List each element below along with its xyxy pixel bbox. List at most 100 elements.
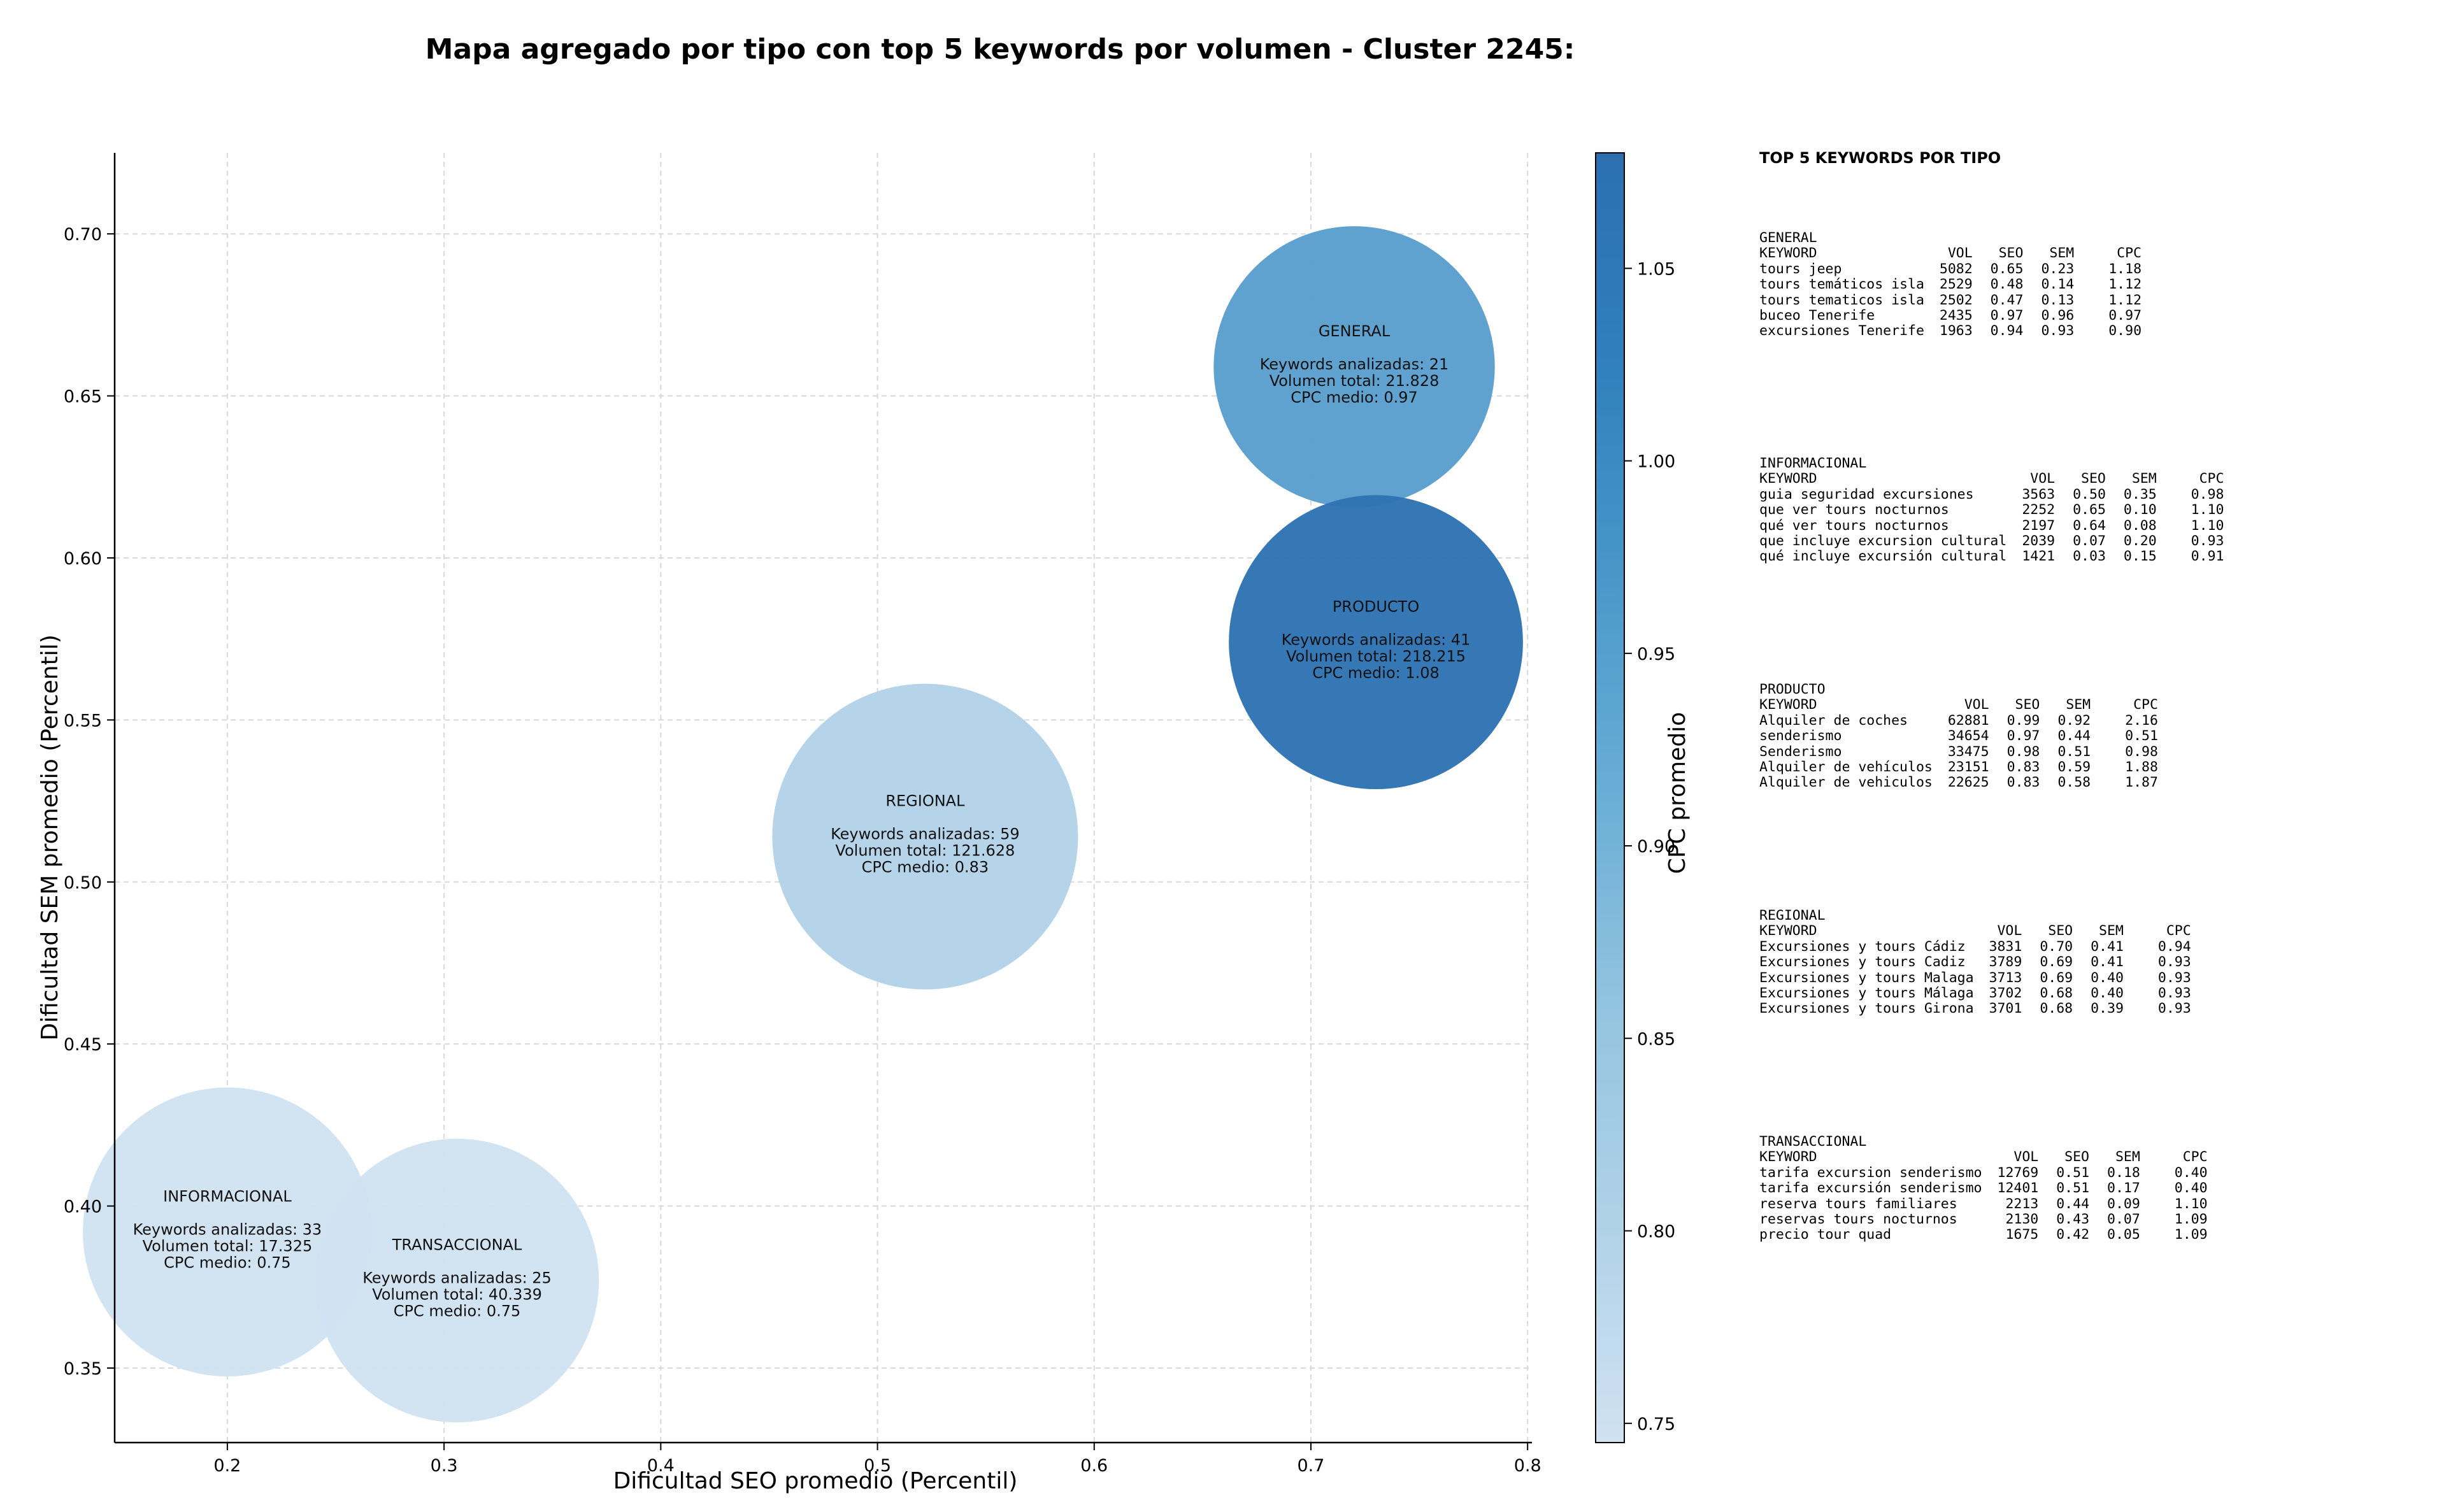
table-cell: 0.43 <box>2056 1211 2090 1228</box>
bubble-type-label: REGIONAL <box>885 792 965 810</box>
table-cell: 0.92 <box>2057 712 2091 729</box>
table-row: tours temáticos isla 2529 0.48 0.14 1.12 <box>1759 276 2142 293</box>
table-cell: 0.90 <box>2108 323 2142 339</box>
table-row: qué ver tours nocturnos 2197 0.64 0.08 1.10 <box>1759 518 2224 534</box>
bubble-circle[interactable] <box>772 683 1078 990</box>
colorbar-gradient <box>1595 152 1625 1443</box>
table-cell: 0.94 <box>1990 323 2024 339</box>
table-row: Excursiones y tours Malaga 3713 0.69 0.40 0.… <box>1759 969 2191 986</box>
table-cell: 3789 <box>1989 954 2022 971</box>
table-cell: Excursiones y tours Girona <box>1759 1001 1974 1017</box>
colorbar-tick-label: 0.80 <box>1637 1222 1675 1242</box>
table-cell: 1.09 <box>2174 1227 2208 1243</box>
table-cell: 2252 <box>2022 502 2056 518</box>
table-cell: 0.83 <box>2006 774 2040 791</box>
table-cell: 1675 <box>2005 1227 2039 1243</box>
column-header: VOL <box>1964 697 1989 713</box>
column-header: SEM <box>2049 245 2075 262</box>
table-cell: 0.58 <box>2057 774 2091 791</box>
table-row: reservas tours nocturnos 2130 0.43 0.07 1.09 <box>1759 1211 2208 1228</box>
keyword-group-name: REGIONAL <box>1759 908 1826 924</box>
keyword-table: KEYWORD VOL SEO SEM CPC Alquiler de coches 628… <box>1759 697 2158 790</box>
table-cell: 2435 <box>1939 308 1973 324</box>
table-cell: 0.93 <box>2191 533 2224 550</box>
table-cell: 0.18 <box>2107 1164 2140 1181</box>
keyword-table-header: KEYWORD VOL SEO SEM CPC <box>1759 923 2191 939</box>
table-cell: 0.83 <box>2006 759 2040 776</box>
table-cell: 0.93 <box>2157 1001 2191 1017</box>
bubble-type-label: PRODUCTO <box>1333 597 1419 615</box>
table-cell: 0.65 <box>1990 260 2024 277</box>
x-axis-label: Dificultad SEO promedio (Percentil) <box>613 1468 1018 1494</box>
table-cell: 22625 <box>1947 774 1989 791</box>
keyword-group-name: GENERAL <box>1759 230 1817 246</box>
table-cell: precio tour quad <box>1759 1227 1892 1243</box>
table-cell: tarifa excursion senderismo <box>1759 1164 1982 1181</box>
table-cell: 0.64 <box>2073 517 2106 534</box>
x-tick-label: 0.2 <box>213 1456 241 1476</box>
table-cell: 2197 <box>2022 517 2056 534</box>
bubble-circle[interactable] <box>1213 226 1495 508</box>
column-header: CPC <box>2117 245 2142 262</box>
chart-title: Mapa agregado por tipo con top 5 keyword… <box>425 33 1575 66</box>
table-cell: 0.35 <box>2123 486 2157 503</box>
table-cell: 3701 <box>1989 1001 2022 1017</box>
colorbar-tick-label: 0.75 <box>1637 1415 1675 1434</box>
table-cell: Alquiler de coches <box>1759 712 1908 729</box>
column-header: SEM <box>2131 471 2157 487</box>
column-header: SEM <box>2066 697 2091 713</box>
table-cell: 2529 <box>1939 276 1973 293</box>
table-cell: reserva tours familiares <box>1759 1195 1957 1212</box>
bubble-circle[interactable] <box>83 1087 372 1377</box>
keyword-table: KEYWORD VOL SEO SEM CPC Excursiones y tours C… <box>1759 923 2191 1017</box>
column-header: VOL <box>1947 245 1973 262</box>
bubble-keywords-label: Keywords analizadas: 59 <box>831 825 1020 843</box>
top-keywords-panel: TOP 5 KEYWORDS POR TIPO GENERAL KEYWORD VO… <box>1759 150 2422 1243</box>
table-cell: Alquiler de vehiculos <box>1759 774 1933 791</box>
table-cell: qué incluye excursión cultural <box>1759 548 2007 565</box>
bubble-informacional[interactable]: INFORMACIONAL Keywords analizadas: 33Volu… <box>83 1087 372 1377</box>
bubble-transaccional[interactable]: TRANSACCIONAL Keywords analizadas: 25Volu… <box>315 1138 599 1423</box>
column-header: KEYWORD <box>1759 471 1817 487</box>
column-header: SEO <box>2081 471 2106 487</box>
y-tick-label: 0.70 <box>64 225 102 245</box>
keyword-table-header: KEYWORD VOL SEO SEM CPC <box>1759 1149 2208 1166</box>
keyword-group-regional: REGIONAL KEYWORD VOL SEO SEM CPC Excursiones y… <box>1759 908 2191 1017</box>
colorbar-label: CPC promedio <box>1664 712 1691 874</box>
table-cell: 0.98 <box>2191 486 2224 503</box>
colorbar-tick-label: 0.90 <box>1637 837 1675 857</box>
table-cell: 0.41 <box>2091 938 2124 955</box>
bubble-circle[interactable] <box>1229 495 1523 790</box>
column-header: KEYWORD <box>1759 1149 1817 1166</box>
column-header: VOL <box>2030 471 2056 487</box>
table-cell: 0.69 <box>2040 954 2073 971</box>
table-row: guia seguridad excursiones 3563 0.50 0.35 0.… <box>1759 487 2224 503</box>
table-cell: 0.14 <box>2041 276 2075 293</box>
table-cell: 2213 <box>2005 1195 2039 1212</box>
bubble-cpc-label: CPC medio: 0.97 <box>1291 389 1418 406</box>
bubble-type-label: GENERAL <box>1319 322 1391 340</box>
table-cell: Excursiones y tours Cadiz <box>1759 954 1966 971</box>
table-cell: 0.44 <box>2057 728 2091 745</box>
x-tick-label: 0.6 <box>1080 1456 1108 1476</box>
table-cell: 5082 <box>1939 260 1973 277</box>
table-cell: guia seguridad excursiones <box>1759 486 1974 503</box>
bubble-circle[interactable] <box>315 1138 599 1423</box>
bubble-volume-label: Volumen total: 17.325 <box>143 1237 313 1255</box>
keyword-group-producto: PRODUCTO KEYWORD VOL SEO SEM CPC Alquiler de c… <box>1759 681 2158 791</box>
table-row: Excursiones y tours Cadiz 3789 0.69 0.41 0.9… <box>1759 954 2191 971</box>
table-row: Excursiones y tours Cádiz 3831 0.70 0.41 0.9… <box>1759 939 2191 955</box>
y-tick-label: 0.40 <box>64 1197 102 1217</box>
column-header: KEYWORD <box>1759 923 1817 939</box>
bubble-volume-label: Volumen total: 40.339 <box>372 1286 542 1304</box>
keyword-group-name: PRODUCTO <box>1759 681 1826 697</box>
table-cell: 33475 <box>1947 743 1989 760</box>
table-cell: Excursiones y tours Malaga <box>1759 969 1974 986</box>
table-cell: 0.42 <box>2056 1227 2090 1243</box>
table-cell: 0.48 <box>1990 276 2024 293</box>
table-cell: Senderismo <box>1759 743 1842 760</box>
